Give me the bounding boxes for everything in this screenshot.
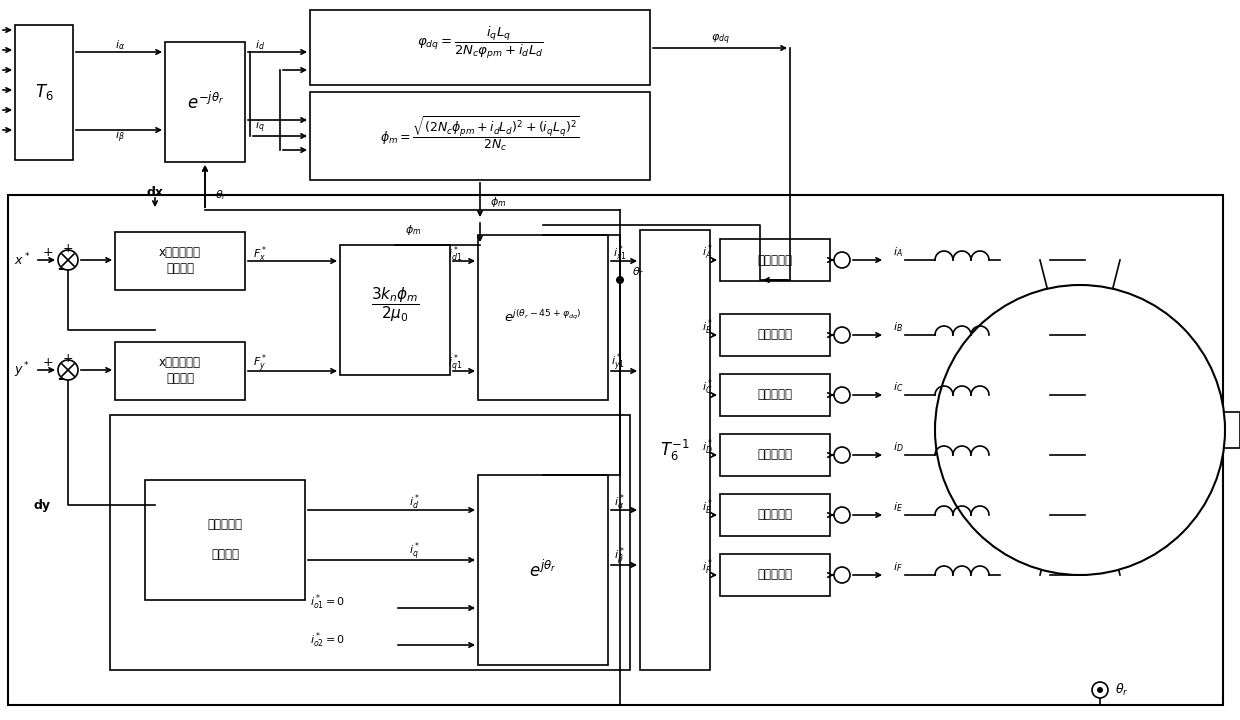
Text: 电流控制器: 电流控制器 [758, 449, 792, 462]
Text: +: + [63, 241, 73, 254]
Text: 电流控制器: 电流控制器 [758, 253, 792, 266]
Text: $i_A$: $i_A$ [893, 245, 903, 259]
Text: $i_d$: $i_d$ [255, 38, 265, 52]
Bar [720, 494, 830, 536]
Bar [7, 195, 1223, 705]
Text: $i_F^*$: $i_F^*$ [703, 557, 713, 577]
Bar [15, 25, 73, 160]
Text: $T_6^{-1}$: $T_6^{-1}$ [660, 438, 689, 462]
Text: $i_{o1}^*=0$: $i_{o1}^*=0$ [310, 592, 345, 612]
Circle shape [835, 252, 849, 268]
Bar [477, 475, 608, 665]
Bar [477, 235, 608, 400]
Bar [165, 42, 246, 162]
Text: 电流控制器: 电流控制器 [758, 328, 792, 341]
Text: 电流控制器: 电流控制器 [758, 508, 792, 521]
Text: $i_C^*$: $i_C^*$ [703, 377, 713, 397]
Text: -: - [57, 261, 63, 276]
Bar [310, 92, 650, 180]
Circle shape [1092, 682, 1109, 698]
Text: dx: dx [146, 186, 164, 199]
Text: $i_d^*$: $i_d^*$ [409, 492, 420, 512]
Text: 转子切向旋: 转子切向旋 [207, 518, 243, 531]
Text: -: - [57, 371, 63, 385]
Text: 移控制器: 移控制器 [166, 372, 193, 385]
Text: $\phi_m=\dfrac{\sqrt{(2N_c\phi_{pm}+i_d L_d)^2+(i_q L_q)^2}}{2N_c}$: $\phi_m=\dfrac{\sqrt{(2N_c\phi_{pm}+i_d … [381, 114, 580, 153]
Circle shape [935, 285, 1225, 575]
Text: x方向径向位: x方向径向位 [159, 246, 201, 259]
Bar [720, 434, 830, 476]
Bar [145, 480, 305, 600]
Text: $i_D$: $i_D$ [893, 440, 904, 454]
Text: $i_\alpha$: $i_\alpha$ [115, 38, 125, 52]
Text: $\varphi_{dq}$: $\varphi_{dq}$ [711, 33, 729, 48]
Bar [1220, 412, 1240, 448]
Text: $\phi_m$: $\phi_m$ [405, 223, 422, 237]
Text: $\varphi_{dq}=\dfrac{i_q L_q}{2N_c\varphi_{pm}+i_d L_d}$: $\varphi_{dq}=\dfrac{i_q L_q}{2N_c\varph… [417, 24, 543, 60]
Text: $y^*$: $y^*$ [14, 360, 30, 380]
Text: 电流控制器: 电流控制器 [758, 569, 792, 582]
Text: $i_A^*$: $i_A^*$ [703, 242, 713, 262]
Text: $i_{y1}^*$: $i_{y1}^*$ [611, 352, 625, 374]
Text: x方向径向位: x方向径向位 [159, 356, 201, 369]
Circle shape [58, 360, 78, 380]
Text: $\theta_r$: $\theta_r$ [632, 265, 645, 279]
Bar [640, 230, 711, 670]
Text: $e^{j\theta_r}$: $e^{j\theta_r}$ [529, 559, 557, 580]
Text: $i_{o2}^*=0$: $i_{o2}^*=0$ [310, 630, 345, 649]
Text: $T_6$: $T_6$ [35, 83, 53, 102]
Text: $i_q$: $i_q$ [255, 119, 265, 135]
Text: $\dfrac{3k_n\phi_m}{2\mu_0}$: $\dfrac{3k_n\phi_m}{2\mu_0}$ [371, 286, 419, 325]
Text: $i_F$: $i_F$ [893, 560, 903, 574]
Text: $i_E^*$: $i_E^*$ [703, 498, 713, 517]
Circle shape [58, 250, 78, 270]
Text: $i_B$: $i_B$ [893, 320, 903, 334]
Text: $i_{x1}^*$: $i_{x1}^*$ [613, 243, 627, 263]
Bar [720, 374, 830, 416]
Text: 电流控制器: 电流控制器 [758, 389, 792, 402]
Text: 转控制器: 转控制器 [211, 549, 239, 562]
Circle shape [835, 387, 849, 403]
Bar [720, 239, 830, 281]
Text: $\theta_r$: $\theta_r$ [215, 188, 227, 202]
Text: $e^{j(\theta_r-45+\varphi_{dq})}$: $e^{j(\theta_r-45+\varphi_{dq})}$ [505, 310, 582, 325]
Text: 移控制器: 移控制器 [166, 263, 193, 276]
Text: $e^{-j\theta_r}$: $e^{-j\theta_r}$ [186, 91, 223, 112]
Text: +: + [42, 246, 53, 259]
Circle shape [1097, 687, 1104, 693]
Text: $i_\alpha^*$: $i_\alpha^*$ [615, 492, 625, 512]
Text: $F_x^*$: $F_x^*$ [253, 244, 267, 264]
Circle shape [835, 567, 849, 583]
Bar [115, 232, 246, 290]
Text: $i_{q1}^*$: $i_{q1}^*$ [448, 353, 463, 375]
Text: $i_\beta$: $i_\beta$ [115, 129, 125, 145]
Text: $\phi_m$: $\phi_m$ [490, 195, 506, 209]
Text: $i_E$: $i_E$ [893, 500, 903, 514]
Circle shape [835, 507, 849, 523]
Bar [720, 314, 830, 356]
Text: +: + [63, 351, 73, 364]
Text: $i_{d1}^*$: $i_{d1}^*$ [448, 244, 463, 264]
Text: $F_y^*$: $F_y^*$ [253, 353, 267, 375]
Text: $i_B^*$: $i_B^*$ [703, 318, 713, 337]
Bar [340, 245, 450, 375]
Circle shape [835, 447, 849, 463]
Text: dy: dy [33, 498, 51, 511]
Text: $x^*$: $x^*$ [14, 252, 30, 269]
Circle shape [835, 327, 849, 343]
Text: +: + [42, 356, 53, 369]
Text: $\theta_r$: $\theta_r$ [1115, 682, 1128, 698]
Text: $i_q^*$: $i_q^*$ [409, 541, 420, 563]
Text: $i_D^*$: $i_D^*$ [703, 437, 713, 456]
Circle shape [616, 276, 624, 284]
Text: $i_\beta^*$: $i_\beta^*$ [615, 546, 625, 568]
Bar [310, 10, 650, 85]
Bar [110, 415, 630, 670]
Bar [115, 342, 246, 400]
Bar [720, 554, 830, 596]
Text: $i_C$: $i_C$ [893, 380, 903, 394]
